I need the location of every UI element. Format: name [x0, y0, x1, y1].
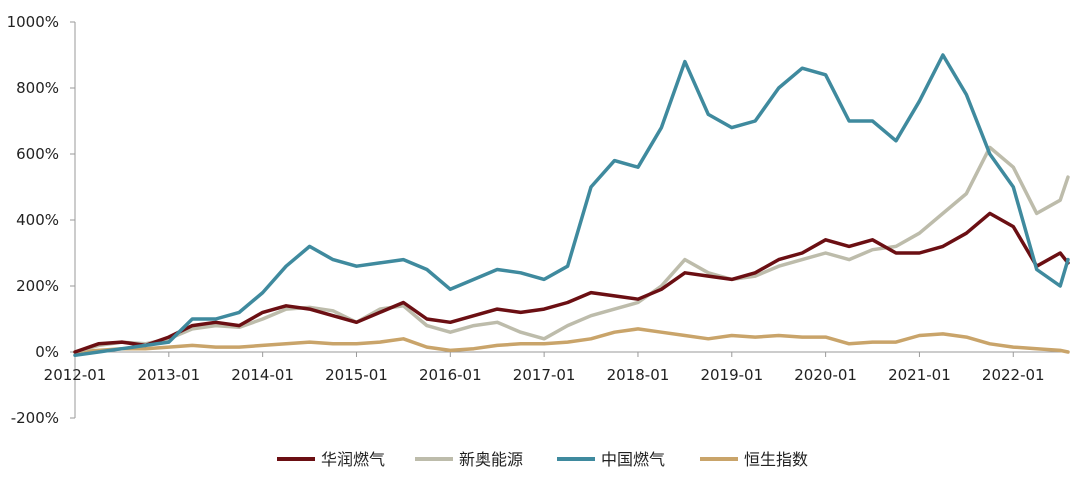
- y-tick-label: 0%: [35, 343, 59, 361]
- x-tick-label: 2020-01: [794, 366, 857, 384]
- x-tick-label: 2014-01: [231, 366, 294, 384]
- x-tick-label: 2013-01: [137, 366, 200, 384]
- y-tick-label: 1000%: [7, 13, 59, 31]
- x-tick-label: 2022-01: [982, 366, 1045, 384]
- x-tick-label: 2012-01: [44, 366, 107, 384]
- x-tick-label: 2021-01: [888, 366, 951, 384]
- legend-label-2: 中国燃气: [601, 450, 665, 469]
- plot-area: -200% 0% 200% 400% 600% 800% 1000% 2012-01 2013-…: [7, 13, 1068, 427]
- y-tick-label: 600%: [16, 145, 59, 163]
- x-tick-label: 2017-01: [513, 366, 576, 384]
- x-tick-label: 2018-01: [607, 366, 670, 384]
- x-tick-label: 2019-01: [700, 366, 763, 384]
- legend: 华润燃气 新奥能源 中国燃气 恒生指数: [277, 450, 808, 469]
- series-line-1: [73, 145, 1070, 354]
- y-tick-label: -200%: [11, 409, 59, 427]
- y-tick-label: 400%: [16, 211, 59, 229]
- legend-label-3: 恒生指数: [744, 450, 808, 469]
- series-lines: [73, 53, 1070, 358]
- x-tick-label: 2015-01: [325, 366, 388, 384]
- legend-label-1: 新奥能源: [459, 450, 523, 469]
- series-line-0: [73, 211, 1070, 354]
- series-line-2: [73, 53, 1070, 358]
- y-tick-label: 800%: [16, 79, 59, 97]
- legend-label-0: 华润燃气: [321, 450, 385, 469]
- series-line-3: [73, 327, 1070, 354]
- y-tick-label: 200%: [16, 277, 59, 295]
- x-tick-label: 2016-01: [419, 366, 482, 384]
